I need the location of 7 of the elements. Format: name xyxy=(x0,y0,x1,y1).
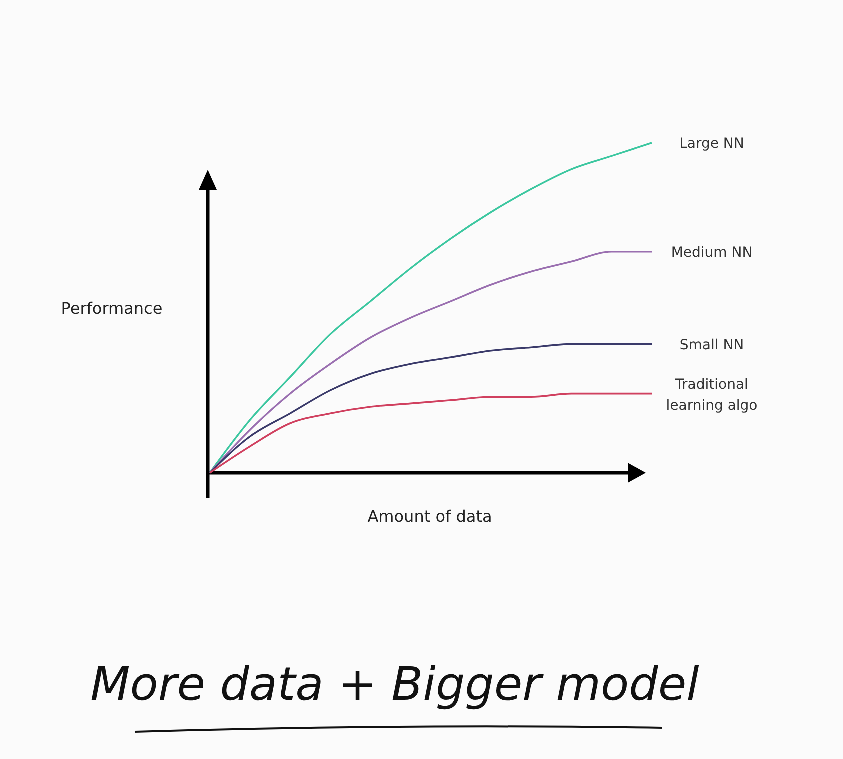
series-label: Small NN xyxy=(680,337,744,354)
y-axis-title: Performance xyxy=(61,299,163,318)
x-axis-title: Amount of data xyxy=(368,507,492,526)
text: More data + Bigger model xyxy=(90,657,700,711)
series-label: Medium NN xyxy=(671,244,753,261)
series-label: Traditional learning algo xyxy=(666,376,758,414)
series-label: Large NN xyxy=(680,136,744,152)
